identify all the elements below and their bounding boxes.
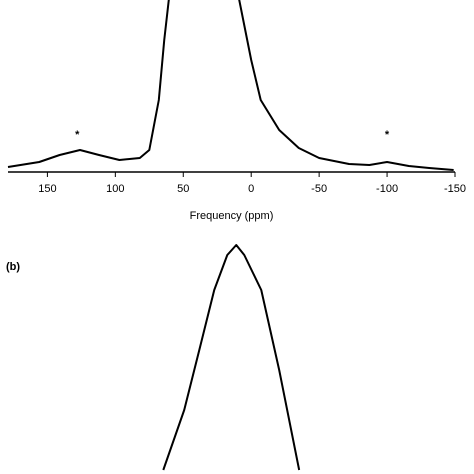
annotation: *	[75, 129, 80, 141]
x-tick-label: 100	[106, 183, 124, 195]
annotation: *	[385, 129, 390, 141]
x-tick-label: 0	[248, 183, 254, 195]
spectrum-line	[7, 0, 454, 171]
x-tick-label: -150	[444, 183, 466, 195]
x-tick-label: 150	[38, 183, 56, 195]
spectrum-line	[162, 244, 301, 471]
x-tick-label: 50	[177, 183, 189, 195]
x-axis-label: Frequency (ppm)	[190, 210, 274, 222]
x-tick-label: -50	[311, 183, 327, 195]
x-tick-label: -100	[376, 183, 398, 195]
panel-label: (b)	[6, 261, 20, 273]
